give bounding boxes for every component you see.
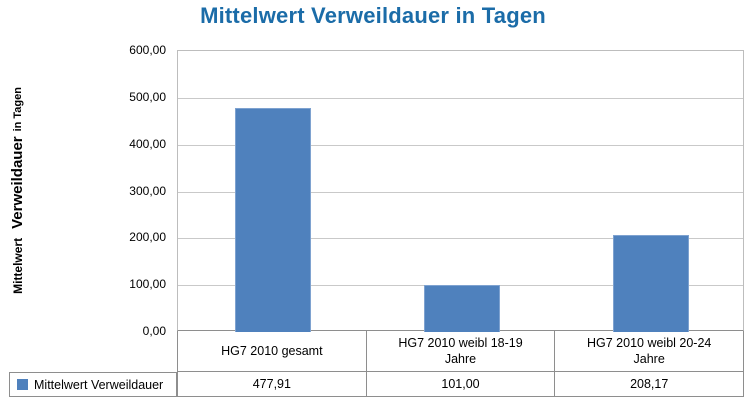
category-label: HG7 2010 gesamt [178, 331, 367, 372]
plot-area [177, 50, 744, 332]
category-label: HG7 2010 weibl 18-19 Jahre [366, 331, 556, 372]
y-axis-tick-labels: 600,00 500,00 400,00 300,00 200,00 100,00 0,00 [100, 43, 166, 338]
gridline [178, 98, 743, 99]
gridline [178, 145, 743, 146]
y-axis-title-part2: Verweildauer [9, 135, 26, 229]
bar [424, 285, 500, 332]
bar [613, 235, 689, 332]
legend: Mittelwert Verweildauer [9, 372, 177, 397]
y-axis-title-part3: in Tagen [12, 87, 24, 132]
category-label: HG7 2010 weibl 20-24 Jahre [555, 331, 745, 372]
data-table-value-row: 477,91 101,00 208,17 [177, 372, 745, 397]
y-tick-label: 300,00 [129, 184, 166, 198]
y-axis-title-part1: Mittelwert [11, 237, 25, 294]
y-tick-label: 100,00 [129, 277, 166, 291]
value-cell: 208,17 [555, 372, 745, 397]
y-axis-title: Mittelwert Verweildauer in Tagen [2, 50, 34, 331]
value-cell: 477,91 [178, 372, 367, 397]
chart-title: Mittelwert Verweildauer in Tagen [200, 3, 546, 28]
y-tick-label: 0,00 [142, 324, 166, 338]
gridline [178, 192, 743, 193]
y-tick-label: 500,00 [129, 90, 166, 104]
legend-label: Mittelwert Verweildauer [34, 377, 164, 392]
y-tick-label: 600,00 [129, 43, 166, 57]
bar [235, 108, 311, 332]
legend-color-swatch [17, 379, 28, 390]
gridline [178, 238, 743, 239]
y-axis-title-text: Mittelwert Verweildauer in Tagen [9, 87, 27, 294]
y-tick-label: 200,00 [129, 230, 166, 244]
category-header-row: HG7 2010 gesamt HG7 2010 weibl 18-19 Jahr… [177, 331, 745, 372]
value-cell: 101,00 [366, 372, 556, 397]
y-tick-label: 400,00 [129, 137, 166, 151]
